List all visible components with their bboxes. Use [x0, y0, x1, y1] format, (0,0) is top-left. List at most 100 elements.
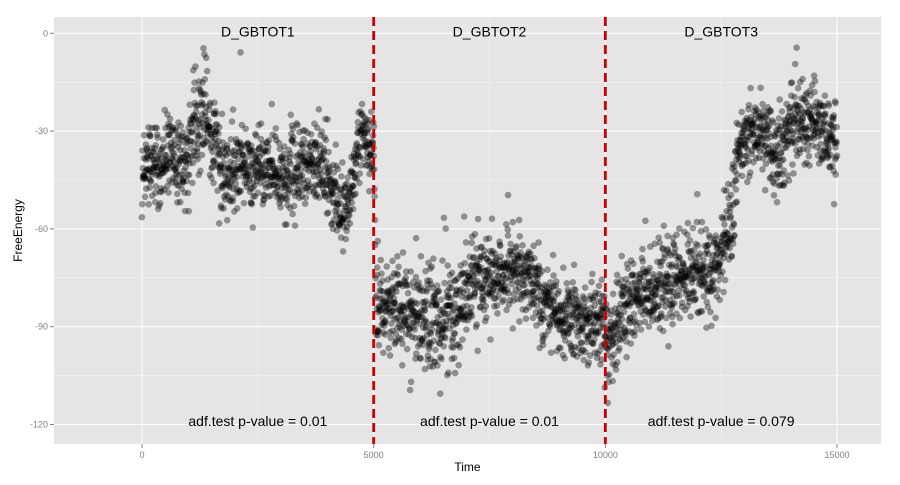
data-point: [283, 167, 291, 174]
data-point: [708, 322, 715, 330]
data-point: [192, 122, 199, 130]
data-point: [443, 293, 451, 301]
data-point: [167, 122, 174, 129]
data-point: [208, 133, 216, 140]
data-point: [174, 131, 181, 139]
data-point: [157, 155, 164, 163]
data-point: [192, 63, 199, 70]
data-point: [791, 93, 798, 101]
data-point: [531, 254, 538, 262]
data-point: [716, 296, 724, 304]
data-point: [432, 346, 439, 354]
data-point: [198, 91, 205, 98]
data-point: [267, 178, 275, 186]
grid-minor: [54, 17, 881, 444]
data-point: [488, 215, 496, 222]
data-point: [457, 271, 464, 279]
data-point: [389, 257, 396, 265]
data-point: [143, 153, 151, 161]
data-point: [401, 314, 409, 322]
data-point: [229, 194, 236, 202]
data-point: [431, 293, 439, 301]
data-point: [805, 152, 813, 160]
data-point: [270, 173, 278, 181]
data-point: [449, 308, 456, 315]
data-point: [390, 295, 398, 302]
data-point: [329, 220, 336, 227]
data-point: [277, 154, 285, 162]
data-point: [294, 163, 302, 171]
data-point: [440, 214, 448, 222]
data-point: [199, 119, 206, 127]
data-point: [505, 289, 512, 297]
data-point: [208, 174, 215, 182]
data-point: [462, 280, 469, 287]
data-point: [278, 153, 285, 161]
data-point: [410, 307, 418, 315]
data-point: [310, 168, 317, 176]
data-point: [350, 150, 358, 158]
data-point: [361, 113, 368, 121]
data-point: [333, 227, 341, 234]
data-point: [418, 337, 426, 344]
data-point: [227, 158, 234, 166]
data-point: [437, 335, 445, 343]
segment-pvalue: adf.test p-value = 0.01: [188, 413, 327, 429]
data-point: [419, 287, 427, 295]
data-point: [199, 141, 206, 149]
data-point: [460, 309, 467, 316]
data-point: [455, 361, 463, 369]
data-point: [231, 147, 239, 154]
data-point: [210, 157, 217, 164]
data-point: [373, 271, 381, 279]
data-point: [397, 307, 405, 314]
data-point: [409, 312, 417, 319]
data-point: [164, 182, 171, 190]
data-point: [140, 154, 148, 162]
data-point: [623, 353, 630, 361]
data-point: [233, 139, 240, 146]
data-point: [337, 186, 345, 193]
data-point: [402, 280, 409, 288]
data-point: [319, 178, 326, 185]
data-point: [313, 161, 320, 169]
data-point: [767, 108, 775, 115]
data-point: [327, 183, 334, 190]
data-point: [394, 281, 401, 289]
data-point: [185, 156, 192, 164]
data-point: [440, 309, 447, 316]
data-point: [402, 321, 410, 329]
data-point: [428, 263, 436, 271]
data-point: [350, 153, 358, 160]
data-point: [793, 44, 800, 51]
data-point: [269, 131, 277, 138]
data-point: [320, 189, 328, 197]
data-point: [307, 148, 315, 155]
data-point: [210, 110, 218, 118]
data-point: [832, 171, 839, 178]
data-point: [504, 226, 512, 233]
data-point: [258, 174, 266, 182]
data-point: [162, 151, 170, 159]
data-point: [354, 150, 362, 157]
data-point: [145, 201, 152, 208]
data-point: [172, 179, 180, 186]
data-point: [287, 150, 294, 158]
data-point: [221, 196, 229, 203]
data-point: [198, 111, 206, 118]
data-point: [150, 165, 157, 173]
data-point: [250, 193, 257, 200]
data-point: [435, 287, 443, 295]
data-point: [290, 173, 297, 180]
data-point: [189, 115, 196, 123]
data-point: [241, 156, 248, 164]
data-point: [252, 130, 259, 138]
data-point: [317, 131, 325, 139]
data-point: [272, 125, 280, 132]
data-point: [255, 145, 263, 153]
data-point: [776, 96, 783, 103]
data-point: [278, 175, 285, 183]
data-point: [268, 157, 275, 165]
data-point: [310, 189, 318, 197]
data-point: [363, 129, 371, 137]
